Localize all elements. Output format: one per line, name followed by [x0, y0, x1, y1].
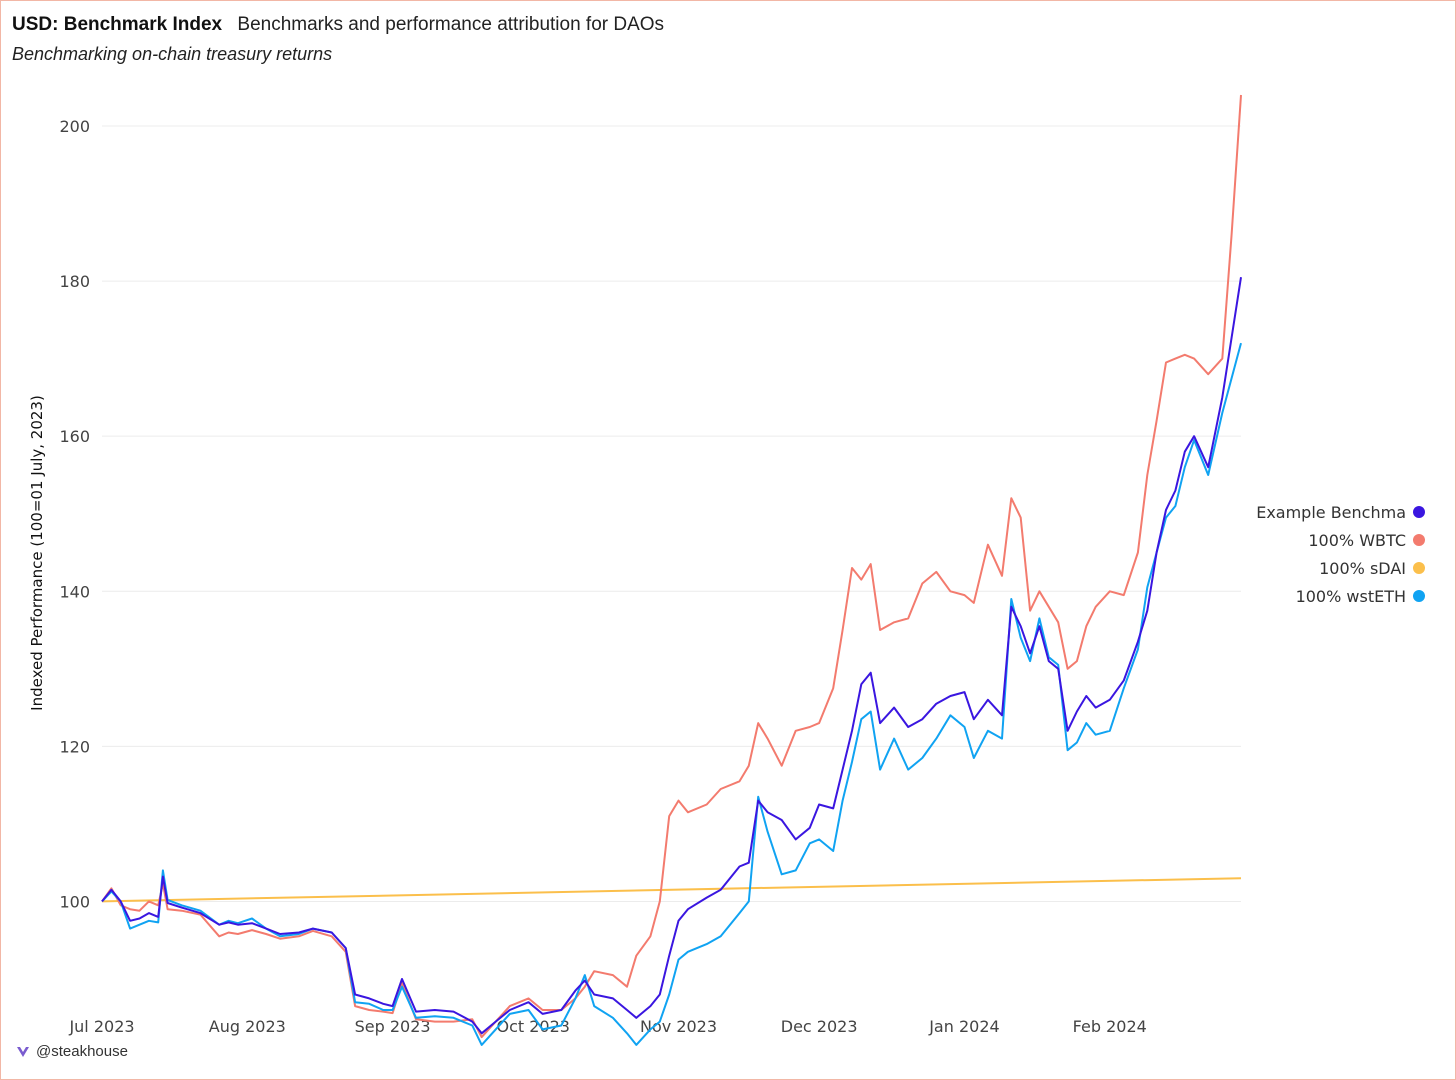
y-axis-ticks: 100 120 140 160 180 200: [59, 117, 90, 911]
y-tick-label: 180: [59, 272, 90, 291]
legend-label[interactable]: Example Benchma: [1256, 503, 1406, 522]
chart-subtitle: Benchmarking on-chain treasury returns: [12, 44, 333, 64]
y-tick-label: 100: [59, 892, 90, 911]
chart-header: USD: Benchmark Index Benchmarks and perf…: [12, 14, 664, 65]
y-tick-label: 160: [59, 427, 90, 446]
x-tick-label: Dec 2023: [781, 1017, 858, 1036]
legend-label[interactable]: 100% WBTC: [1308, 531, 1406, 550]
grid-lines: [102, 125, 1241, 902]
series-line-100-sdai: [101, 877, 1242, 903]
y-tick-label: 140: [59, 582, 90, 601]
legend-marker[interactable]: [1413, 562, 1425, 574]
title-line: USD: Benchmark Index Benchmarks and perf…: [12, 14, 664, 36]
x-axis-ticks: Jul 2023 Aug 2023 Sep 2023 Oct 2023 Nov 2023…: [68, 1017, 1146, 1036]
legend-marker[interactable]: [1413, 506, 1425, 518]
steakhouse-logo-icon: [17, 1046, 29, 1057]
footer-handle: @steakhouse: [36, 1043, 128, 1060]
y-tick-label: 120: [59, 737, 90, 756]
legend-label[interactable]: 100% sDAI: [1319, 559, 1406, 578]
x-tick-label: Jul 2023: [68, 1017, 134, 1036]
x-tick-label: Nov 2023: [640, 1017, 717, 1036]
x-tick-label: Feb 2024: [1073, 1017, 1147, 1036]
legend-label[interactable]: 100% wstETH: [1296, 587, 1406, 606]
series-line-example-benchmark: [101, 277, 1242, 1035]
y-tick-label: 200: [59, 117, 90, 136]
series-lines: [101, 94, 1242, 1046]
x-tick-label: Aug 2023: [209, 1017, 286, 1036]
x-tick-label: Jan 2024: [928, 1017, 999, 1036]
footer: @steakhouse: [16, 1043, 128, 1060]
chart-title: USD: Benchmark Index: [12, 14, 223, 35]
legend[interactable]: Example Benchma 100% WBTC 100% sDAI 100% ws…: [1256, 503, 1425, 606]
legend-marker[interactable]: [1413, 534, 1425, 546]
y-axis-label: Indexed Performance (100=01 July, 2023): [28, 395, 46, 711]
series-line-100-wbtc: [101, 94, 1242, 1039]
legend-marker[interactable]: [1413, 590, 1425, 602]
x-tick-label: Sep 2023: [355, 1017, 431, 1036]
chart-title-description: Benchmarks and performance attribution f…: [237, 14, 665, 35]
series-line-100-wsteth: [101, 342, 1242, 1046]
x-tick-label: Oct 2023: [496, 1017, 569, 1036]
